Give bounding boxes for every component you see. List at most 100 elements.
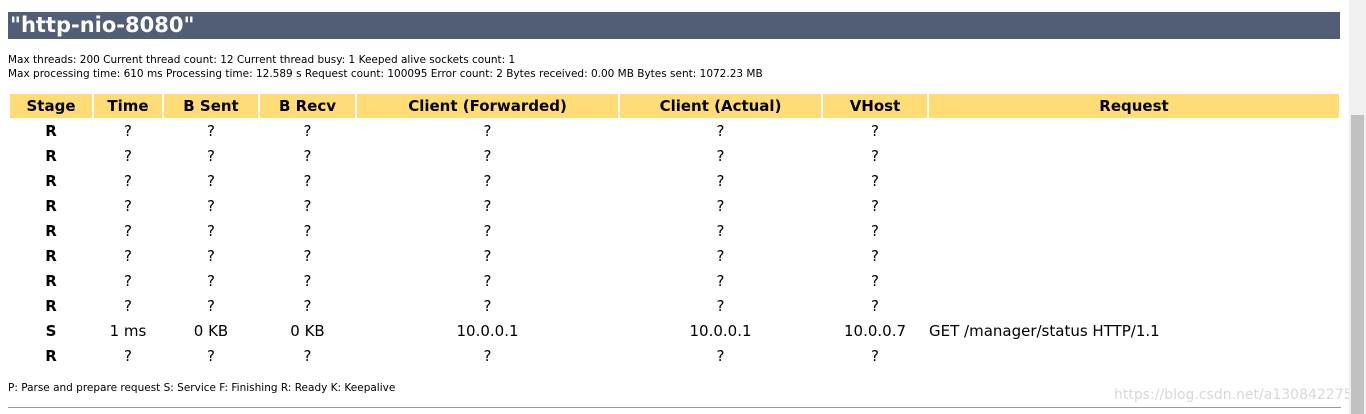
table-cell: ?	[871, 246, 879, 265]
table-cell: ?	[716, 121, 725, 140]
table-row: R??????	[10, 118, 1339, 143]
table-cell: ?	[483, 196, 492, 215]
table-cell: ?	[871, 121, 879, 140]
table-cell: R	[45, 121, 57, 140]
table-cell: ?	[124, 271, 132, 290]
table-cell: ?	[124, 221, 132, 240]
table-cell: ?	[716, 146, 725, 165]
table-cell: 10.0.0.1	[456, 321, 519, 340]
table-row: R??????	[10, 343, 1339, 368]
table-cell: 1 ms	[109, 321, 147, 340]
table-row: R??????	[10, 143, 1339, 168]
table-cell: R	[45, 246, 57, 265]
table-cell: ?	[303, 246, 312, 265]
table-cell: ?	[303, 221, 312, 240]
table-cell: ?	[871, 221, 879, 240]
table-cell: 10.0.0.7	[843, 321, 907, 340]
table-cell: R	[45, 171, 57, 190]
table-cell: ?	[483, 346, 492, 365]
table-cell: ?	[483, 271, 492, 290]
table-row: S 1 ms 0 KB 0 KB 10.0.0.1 10.0.0.1 10.0.0.7 GET…	[10, 318, 1339, 343]
table-cell: ?	[303, 346, 312, 365]
table-cell	[929, 218, 1339, 243]
table-cell: ?	[124, 196, 132, 215]
table-cell: ?	[124, 121, 132, 140]
table-cell: ?	[483, 146, 492, 165]
table-cell: ?	[303, 121, 312, 140]
table-cell: ?	[124, 296, 132, 315]
table-cell: ?	[871, 146, 879, 165]
table-cell: ?	[716, 246, 725, 265]
table-cell: ?	[716, 221, 725, 240]
column-header: Request	[929, 94, 1339, 118]
table-cell: ?	[207, 146, 215, 165]
table-cell: ?	[483, 171, 492, 190]
table-cell: ?	[124, 346, 132, 365]
table-cell	[929, 143, 1339, 168]
table-cell: R	[45, 271, 57, 290]
table-cell: ?	[207, 296, 215, 315]
table-cell: ?	[124, 246, 132, 265]
table-cell	[929, 168, 1339, 193]
table-cell: ?	[483, 221, 492, 240]
table-cell: 0 KB	[290, 321, 325, 340]
column-header: Time	[94, 94, 162, 118]
table-row: R??????	[10, 218, 1339, 243]
table-cell: ?	[871, 271, 879, 290]
table-row: R??????	[10, 168, 1339, 193]
table-cell	[929, 193, 1339, 218]
table-cell: ?	[303, 171, 312, 190]
column-header: B Sent	[164, 94, 258, 118]
table-cell: ?	[303, 196, 312, 215]
table-row: R??????	[10, 268, 1339, 293]
table-cell	[929, 268, 1339, 293]
table-cell: R	[45, 146, 57, 165]
table-cell: ?	[483, 121, 492, 140]
table-cell: S	[45, 321, 57, 340]
table-cell: ?	[716, 171, 725, 190]
table-cell	[929, 293, 1339, 318]
table-cell: ?	[871, 171, 879, 190]
column-header: B Recv	[260, 94, 355, 118]
table-cell: ?	[207, 171, 215, 190]
table-cell	[929, 343, 1339, 368]
table-cell: 10.0.0.1	[689, 321, 752, 340]
thread-table: Stage Time B Sent B Recv Client (Forwarded) C…	[8, 94, 1341, 368]
table-row: R??????	[10, 293, 1339, 318]
info-line: Max threads: 200 Current thread count: 1…	[8, 54, 516, 66]
column-header: Client (Actual)	[620, 94, 821, 118]
table-cell: ?	[207, 196, 215, 215]
table-cell: ?	[871, 346, 879, 365]
table-cell: ?	[716, 296, 725, 315]
table-cell: ?	[207, 246, 215, 265]
table-cell: ?	[716, 346, 725, 365]
table-cell: ?	[124, 146, 132, 165]
table-cell: ?	[207, 121, 215, 140]
column-header: VHost	[823, 94, 927, 118]
watermark: https://blog.csdn.net/a1308422754	[1114, 387, 1362, 403]
table-row: R??????	[10, 243, 1339, 268]
table-cell: ?	[207, 221, 215, 240]
table-cell: ?	[483, 246, 492, 265]
table-cell	[929, 243, 1339, 268]
table-cell: ?	[124, 171, 132, 190]
table-cell: ?	[303, 296, 312, 315]
table-cell: ?	[716, 271, 725, 290]
table-cell: R	[45, 221, 57, 240]
table-cell: R	[45, 296, 57, 315]
table-cell: ?	[483, 296, 492, 315]
table-cell: ?	[207, 271, 215, 290]
table-body: R?????? R?????? R?????? R?????? R?????? R????…	[10, 118, 1339, 368]
scrollbar-thumb[interactable]	[1351, 115, 1364, 414]
table-cell: ?	[303, 146, 312, 165]
connector-title: "http-nio-8080"	[8, 12, 1340, 39]
table-cell: ?	[207, 346, 215, 365]
column-header: Client (Forwarded)	[357, 94, 618, 118]
table-cell: 0 KB	[193, 321, 229, 340]
table-cell: GET /manager/status HTTP/1.1	[929, 321, 1160, 340]
header-row: Stage Time B Sent B Recv Client (Forwarded) C…	[10, 94, 1339, 118]
table-cell: ?	[871, 296, 879, 315]
info-line: Max processing time: 610 ms Processing t…	[8, 68, 763, 80]
table-row: R??????	[10, 193, 1339, 218]
